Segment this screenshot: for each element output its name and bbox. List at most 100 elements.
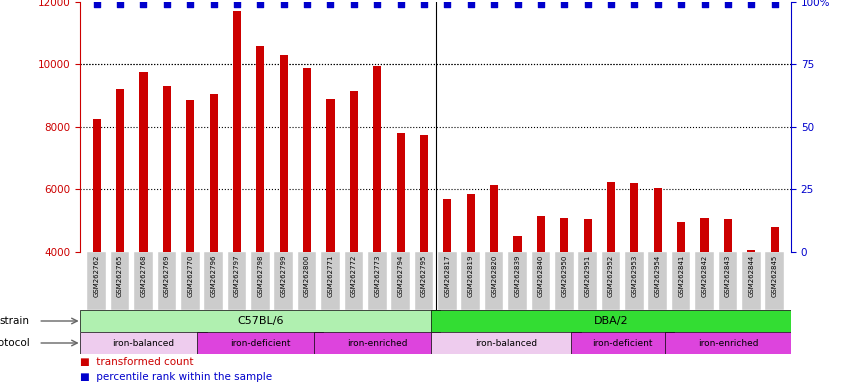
Point: [206, 2, 220, 8]
Bar: [508, 252, 527, 310]
Text: GSM262797: GSM262797: [234, 255, 240, 297]
Text: C57BL/6: C57BL/6: [237, 316, 283, 326]
Text: GSM262819: GSM262819: [468, 255, 474, 297]
Bar: [349, 91, 358, 377]
Text: GSM262795: GSM262795: [421, 255, 427, 297]
Bar: [251, 252, 270, 310]
Bar: [718, 252, 737, 310]
Text: GSM262769: GSM262769: [164, 255, 170, 297]
Point: [90, 2, 103, 8]
Bar: [742, 252, 761, 310]
Point: [371, 2, 384, 8]
Point: [534, 2, 547, 8]
Point: [558, 2, 571, 8]
Text: GSM262954: GSM262954: [655, 255, 661, 297]
Text: GSM262773: GSM262773: [374, 255, 380, 297]
Bar: [135, 252, 153, 310]
Bar: [420, 135, 428, 377]
Bar: [111, 252, 129, 310]
Bar: [344, 252, 363, 310]
Bar: [80, 332, 206, 354]
Bar: [724, 219, 732, 377]
Text: GSM262794: GSM262794: [398, 255, 404, 297]
Bar: [80, 310, 441, 332]
Point: [300, 2, 314, 8]
Point: [441, 2, 454, 8]
Bar: [233, 11, 241, 377]
Text: GSM262842: GSM262842: [701, 255, 707, 297]
Bar: [695, 252, 714, 310]
Bar: [584, 219, 591, 377]
Text: GSM262951: GSM262951: [585, 255, 591, 297]
Point: [674, 2, 688, 8]
Text: GDS3373 / 10918: GDS3373 / 10918: [80, 0, 191, 1]
Bar: [431, 332, 580, 354]
Bar: [415, 252, 433, 310]
Bar: [747, 250, 755, 377]
Text: GSM262796: GSM262796: [211, 255, 217, 297]
Bar: [607, 182, 615, 377]
Bar: [461, 252, 480, 310]
Bar: [373, 66, 382, 377]
Point: [768, 2, 782, 8]
Point: [581, 2, 595, 8]
Bar: [303, 68, 311, 377]
Bar: [181, 252, 200, 310]
Bar: [140, 72, 147, 377]
Point: [604, 2, 618, 8]
Text: DBA/2: DBA/2: [594, 316, 629, 326]
Point: [324, 2, 338, 8]
Text: GSM262771: GSM262771: [327, 255, 333, 297]
Bar: [210, 94, 217, 377]
Bar: [397, 133, 404, 377]
Bar: [280, 55, 288, 377]
Text: GSM262845: GSM262845: [772, 255, 777, 297]
Bar: [571, 332, 674, 354]
Bar: [274, 252, 293, 310]
Text: iron-balanced: iron-balanced: [113, 339, 174, 348]
Point: [230, 2, 244, 8]
Text: protocol: protocol: [0, 338, 30, 348]
Bar: [321, 252, 340, 310]
Text: GSM262843: GSM262843: [725, 255, 731, 297]
Text: GSM262840: GSM262840: [538, 255, 544, 297]
Text: iron-deficient: iron-deficient: [230, 339, 291, 348]
Bar: [625, 252, 644, 310]
Bar: [391, 252, 410, 310]
Point: [113, 2, 127, 8]
Text: GSM262950: GSM262950: [561, 255, 568, 297]
Text: GSM262820: GSM262820: [492, 255, 497, 297]
Bar: [431, 310, 791, 332]
Text: strain: strain: [0, 316, 30, 326]
Text: ■  transformed count: ■ transformed count: [80, 358, 194, 367]
Point: [184, 2, 197, 8]
Point: [417, 2, 431, 8]
Bar: [531, 252, 550, 310]
Text: iron-deficient: iron-deficient: [592, 339, 653, 348]
Text: iron-enriched: iron-enriched: [698, 339, 758, 348]
Bar: [560, 218, 569, 377]
Point: [744, 2, 758, 8]
Point: [698, 2, 711, 8]
Text: GSM262839: GSM262839: [514, 255, 520, 297]
Point: [651, 2, 664, 8]
Bar: [766, 252, 784, 310]
Bar: [204, 252, 223, 310]
Bar: [467, 194, 475, 377]
Text: GSM262817: GSM262817: [444, 255, 450, 297]
Bar: [314, 332, 441, 354]
Point: [277, 2, 290, 8]
Bar: [485, 252, 503, 310]
Text: GSM262770: GSM262770: [187, 255, 193, 297]
Bar: [665, 332, 791, 354]
Text: iron-enriched: iron-enriched: [347, 339, 408, 348]
Point: [628, 2, 641, 8]
Point: [160, 2, 173, 8]
Bar: [157, 252, 176, 310]
Bar: [514, 237, 522, 377]
Bar: [87, 252, 106, 310]
Point: [487, 2, 501, 8]
Bar: [327, 99, 334, 377]
Bar: [116, 89, 124, 377]
Text: GSM262952: GSM262952: [608, 255, 614, 297]
